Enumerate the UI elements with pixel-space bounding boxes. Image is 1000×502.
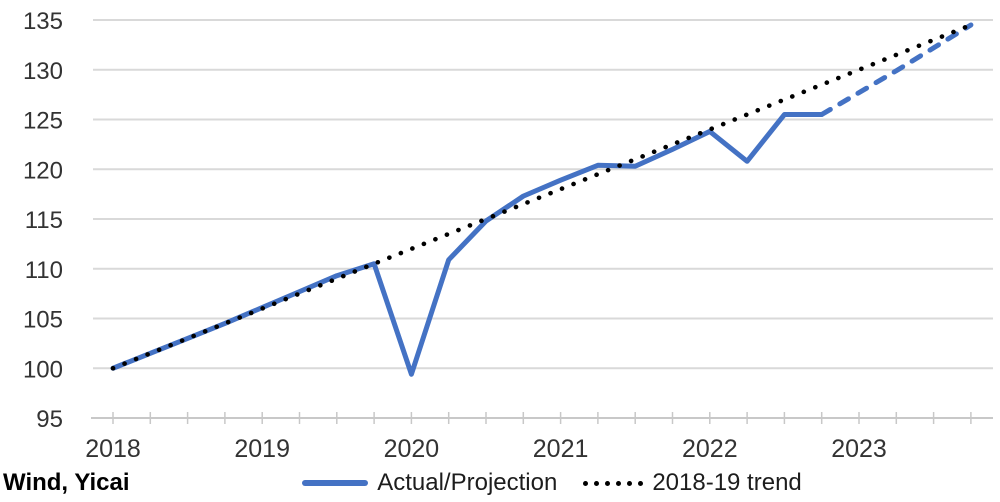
source-label: Wind, Yicai	[3, 469, 130, 496]
legend-item-actual: Actual/Projection	[302, 469, 557, 497]
series-trend	[110, 22, 974, 371]
x-axis	[91, 412, 993, 424]
svg-text:2022: 2022	[682, 435, 738, 463]
black-dotted-line-icon	[583, 480, 644, 486]
line-chart: 135 130 125 120 115 110 105 100 95 2018 2019 2020 20…	[23, 8, 993, 463]
series-actual	[110, 112, 825, 377]
y-axis-labels: 135 130 125 120 115 110 105 100 95	[23, 8, 63, 433]
svg-text:110: 110	[25, 257, 63, 284]
svg-text:2021: 2021	[533, 435, 589, 463]
svg-text:100: 100	[23, 356, 63, 383]
svg-text:2018: 2018	[85, 435, 141, 463]
svg-text:125: 125	[23, 108, 63, 135]
svg-text:120: 120	[23, 157, 63, 184]
svg-text:105: 105	[23, 307, 63, 334]
legend-label-actual: Actual/Projection	[377, 469, 558, 496]
svg-text:2023: 2023	[831, 435, 887, 463]
svg-text:135: 135	[23, 8, 63, 35]
legend: Actual/Projection 2018-19 trend	[0, 464, 1000, 502]
solid-blue-line-icon	[302, 480, 369, 486]
series-projection	[819, 22, 974, 118]
svg-text:2020: 2020	[384, 435, 440, 463]
svg-text:95: 95	[36, 406, 63, 433]
y-gridlines	[93, 19, 993, 370]
svg-text:130: 130	[23, 58, 63, 85]
svg-text:2019: 2019	[234, 435, 290, 463]
svg-text:115: 115	[25, 207, 63, 234]
legend-label-trend: 2018-19 trend	[652, 469, 802, 496]
chart-footer: Wind, Yicai Actual/Projection 2018-19 tr…	[0, 464, 1000, 502]
x-axis-labels: 2018 2019 2020 2021 2022 2023	[85, 435, 887, 463]
legend-item-trend: 2018-19 trend	[583, 469, 802, 497]
